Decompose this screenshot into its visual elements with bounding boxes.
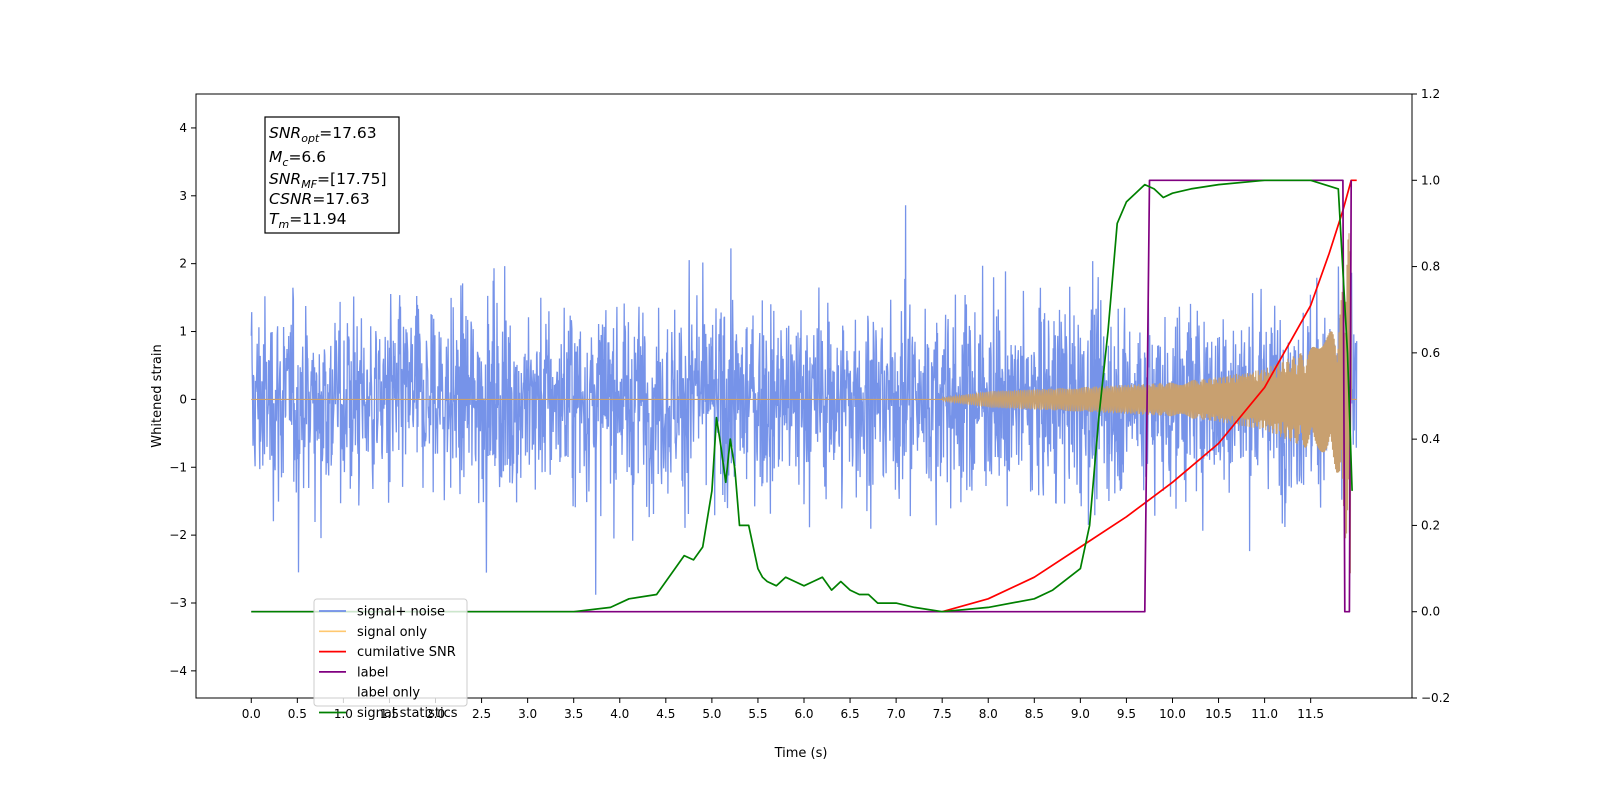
x-tick-label: 8.0 [979, 707, 998, 721]
csnr-annotation: CSNR=17.63 [269, 190, 370, 208]
y2-tick-label: 0.4 [1421, 432, 1440, 446]
y2-tick-label: −0.2 [1421, 691, 1450, 705]
x-tick-label: 1.5 [380, 707, 399, 721]
y-tick-label: −4 [169, 664, 187, 678]
y2-tick-label: 1.0 [1421, 173, 1440, 187]
x-tick-label: 3.0 [518, 707, 537, 721]
legend-label: signal statistics [357, 706, 458, 721]
x-tick-label: 2.0 [426, 707, 445, 721]
x-tick-label: 1.0 [334, 707, 353, 721]
y-tick-label: 4 [179, 121, 187, 135]
series-label [251, 179, 1353, 613]
y-tick-label: −3 [169, 596, 187, 610]
x-tick-label: 9.0 [1071, 707, 1090, 721]
stats-annotation-box: SNRopt=17.63 Mc=6.6 SNRMF=[17.75] CSNR=1… [264, 116, 400, 234]
legend-label: label only [357, 686, 420, 701]
snr-opt-annotation: SNRopt=17.63 [269, 124, 377, 145]
y-tick-label: −1 [169, 460, 187, 474]
x-tick-label: 5.5 [748, 707, 767, 721]
x-tick-label: 10.5 [1205, 707, 1232, 721]
x-tick-label: 0.0 [242, 707, 261, 721]
x-tick-label: 2.5 [472, 707, 491, 721]
legend-box [313, 598, 468, 707]
y2-tick-label: 0.8 [1421, 260, 1440, 274]
y-tick-label: 0 [179, 392, 187, 406]
series-signal-statistics [251, 179, 1353, 613]
x-tick-label: 8.5 [1025, 707, 1044, 721]
legend-label: signal+ noise [357, 605, 445, 620]
y2-tick-label: 0.2 [1421, 518, 1440, 532]
y2-tick-label: 0.6 [1421, 346, 1440, 360]
x-tick-label: 3.5 [564, 707, 583, 721]
x-tick-label: 6.0 [794, 707, 813, 721]
series-signal-only [251, 233, 1353, 574]
mc-annotation: Mc=6.6 [269, 148, 326, 169]
legend-label: signal only [357, 625, 427, 640]
y-axis-label: Whitened strain [150, 344, 165, 447]
y-tick-label: 1 [179, 325, 187, 339]
snr-mf-annotation: SNRMF=[17.75] [269, 170, 387, 191]
y2-tick-label: 1.2 [1421, 87, 1440, 101]
x-tick-label: 7.5 [933, 707, 952, 721]
legend-label: cumilative SNR [357, 645, 456, 660]
legend-label: label [357, 665, 388, 680]
y-tick-label: −2 [169, 528, 187, 542]
y2-tick-label: 0.0 [1421, 605, 1440, 619]
y-tick-label: 3 [179, 189, 187, 203]
x-tick-label: 5.0 [702, 707, 721, 721]
x-tick-label: 9.5 [1117, 707, 1136, 721]
tm-annotation: Tm=11.94 [269, 210, 347, 231]
x-tick-label: 11.5 [1297, 707, 1324, 721]
x-tick-label: 10.0 [1159, 707, 1186, 721]
x-tick-label: 6.5 [841, 707, 860, 721]
x-tick-label: 11.0 [1251, 707, 1278, 721]
y-tick-label: 2 [179, 257, 187, 271]
x-axis-label: Time (s) [774, 746, 828, 761]
x-tick-label: 4.5 [656, 707, 675, 721]
x-tick-label: 7.0 [887, 707, 906, 721]
legend: signal+ noise signal only cumilative SNR la… [313, 598, 468, 721]
x-tick-label: 4.0 [610, 707, 629, 721]
x-tick-label: 0.5 [288, 707, 307, 721]
